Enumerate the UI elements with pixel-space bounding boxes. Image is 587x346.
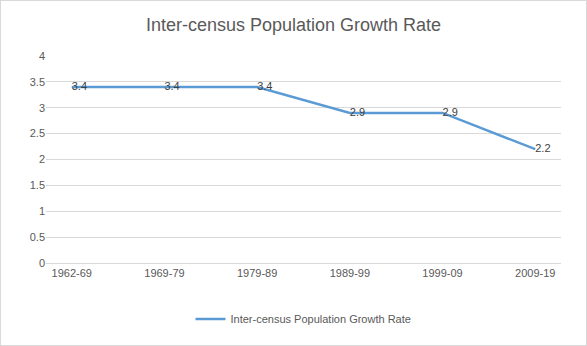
svg-text:3.5: 3.5 bbox=[30, 76, 45, 88]
svg-text:1.5: 1.5 bbox=[30, 179, 45, 191]
svg-text:3.4: 3.4 bbox=[72, 80, 87, 92]
svg-text:1979-89: 1979-89 bbox=[237, 267, 277, 279]
svg-text:1962-69: 1962-69 bbox=[52, 267, 92, 279]
svg-text:0: 0 bbox=[39, 257, 45, 269]
svg-text:1989-99: 1989-99 bbox=[330, 267, 370, 279]
svg-text:Inter-census Population Growth: Inter-census Population Growth Rate bbox=[146, 15, 441, 35]
svg-text:3.4: 3.4 bbox=[257, 80, 272, 92]
svg-text:1999-09: 1999-09 bbox=[422, 267, 462, 279]
svg-text:2.5: 2.5 bbox=[30, 127, 45, 139]
svg-text:2: 2 bbox=[39, 153, 45, 165]
svg-text:3.4: 3.4 bbox=[164, 80, 179, 92]
svg-text:0.5: 0.5 bbox=[30, 231, 45, 243]
svg-text:1: 1 bbox=[39, 205, 45, 217]
svg-text:Inter-census Population Growth: Inter-census Population Growth Rate bbox=[231, 313, 411, 325]
svg-text:2.9: 2.9 bbox=[350, 106, 365, 118]
svg-text:2009-19: 2009-19 bbox=[515, 267, 555, 279]
svg-text:2.2: 2.2 bbox=[535, 142, 550, 154]
svg-text:1969-79: 1969-79 bbox=[144, 267, 184, 279]
svg-text:3: 3 bbox=[39, 102, 45, 114]
svg-text:4: 4 bbox=[39, 50, 45, 62]
svg-text:2.9: 2.9 bbox=[443, 106, 458, 118]
